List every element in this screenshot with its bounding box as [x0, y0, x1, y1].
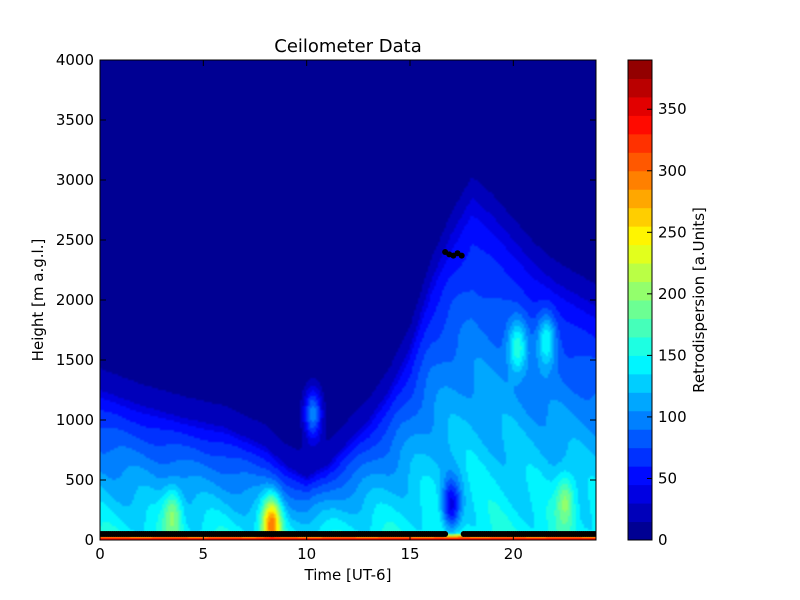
colorbar-tick-label: 150 — [658, 346, 687, 364]
colorbar-tick-label: 200 — [658, 285, 687, 303]
colorbar-level — [628, 133, 652, 153]
x-tick-label: 5 — [199, 545, 209, 563]
x-tick-label: 0 — [95, 545, 105, 563]
y-tick-label: 2500 — [56, 231, 94, 249]
colorbar-tick-label: 300 — [658, 162, 687, 180]
colorbar-level — [628, 115, 652, 135]
scatter-point — [458, 252, 465, 259]
colorbar-level — [628, 447, 652, 467]
colorbar-level — [628, 392, 652, 412]
colorbar-tick-label: 350 — [658, 100, 687, 118]
colorbar-level — [628, 373, 652, 393]
x-tick-label: 15 — [400, 545, 419, 563]
scatter-point — [593, 531, 596, 537]
y-tick-label: 500 — [65, 471, 94, 489]
colorbar-level — [628, 207, 652, 227]
colorbar-level — [628, 244, 652, 264]
colorbar-tick-label: 0 — [658, 531, 668, 549]
colorbar-level — [628, 152, 652, 172]
colorbar-level — [628, 226, 652, 246]
y-tick-label: 3500 — [56, 111, 94, 129]
colorbar-level — [628, 78, 652, 98]
y-tick-label: 4000 — [56, 51, 94, 69]
colorbar-level — [628, 60, 652, 79]
colorbar-label: Retrodispersion [a.Units] — [690, 207, 708, 393]
colorbar-tick-label: 100 — [658, 408, 687, 426]
colorbar: 0 50 100 150 200 250 300 350 — [628, 60, 687, 549]
colorbar-level — [628, 429, 652, 449]
colorbar-level — [628, 466, 652, 486]
retrodispersion-heatmap — [100, 60, 596, 540]
colorbar-level — [628, 503, 652, 523]
y-tick-label: 3000 — [56, 171, 94, 189]
x-tick-label: 10 — [297, 545, 316, 563]
x-axis-label: Time [UT-6] — [304, 566, 392, 584]
y-axis: 0 500 1000 1500 2000 2500 3000 3500 4000 — [56, 51, 596, 549]
colorbar-tick-label: 50 — [658, 469, 677, 487]
scatter-point — [442, 531, 449, 537]
colorbar-level — [628, 336, 652, 356]
colorbar-level — [628, 263, 652, 283]
colorbar-frame — [627, 59, 653, 541]
plot-area — [100, 60, 596, 540]
colorbar-level — [628, 521, 652, 541]
colorbar-level — [628, 281, 652, 301]
colorbar-level — [628, 355, 652, 375]
y-tick-label: 1500 — [56, 351, 94, 369]
x-axis: 0 5 10 15 20 — [95, 60, 523, 563]
x-tick-label: 20 — [504, 545, 523, 563]
colorbar-level — [628, 300, 652, 319]
colorbar-level — [628, 318, 652, 338]
y-axis-label: Height [m a.g.l.] — [29, 239, 47, 362]
colorbar-level — [628, 189, 652, 209]
colorbar-level — [628, 410, 652, 430]
colorbar-level — [628, 96, 652, 116]
colorbar-tick-label: 250 — [658, 223, 687, 241]
y-tick-label: 1000 — [56, 411, 94, 429]
scatter-points — [100, 249, 596, 537]
colorbar-level — [628, 484, 652, 504]
y-tick-label: 0 — [84, 531, 94, 549]
y-tick-label: 2000 — [56, 291, 94, 309]
colorbar-level — [628, 170, 652, 190]
chart-title: Ceilometer Data — [274, 36, 422, 57]
